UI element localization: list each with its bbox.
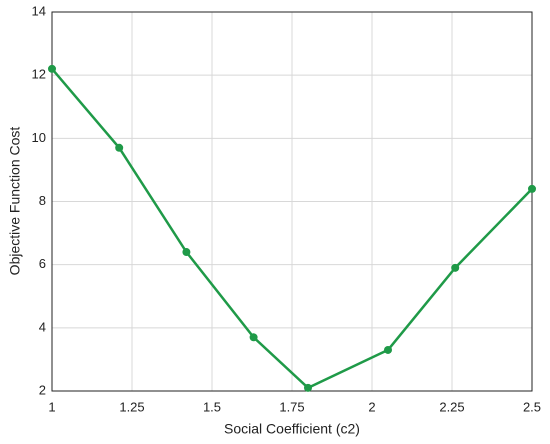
plot-frame: [51, 11, 533, 392]
x-tick-label: 1: [48, 399, 55, 414]
data-point: [528, 184, 536, 193]
y-tick-label: 12: [32, 67, 46, 82]
y-tick-label: 14: [32, 3, 46, 18]
data-point: [182, 248, 191, 257]
x-axis-label: Social Coefficient (c2): [224, 421, 360, 437]
data-point: [249, 333, 258, 342]
y-tick-label: 6: [39, 256, 46, 271]
x-tick-label: 2: [368, 399, 375, 414]
data-point: [48, 64, 56, 73]
y-tick-label: 8: [39, 193, 46, 208]
x-tick-label: 1.75: [279, 399, 304, 414]
data-line: [51, 68, 533, 390]
x-tick-label: 1.25: [119, 399, 144, 414]
x-tick-label: 1.5: [203, 399, 221, 414]
data-point: [304, 383, 312, 392]
y-axis-label: Objective Function Cost: [7, 127, 23, 276]
x-tick-label: 2.25: [439, 399, 464, 414]
y-tick-label: 4: [39, 319, 46, 334]
y-tick-label: 10: [32, 130, 46, 145]
data-point: [115, 143, 124, 152]
data-point: [384, 345, 392, 354]
x-tick-label: 2.5: [523, 399, 541, 414]
y-tick-label: 2: [39, 382, 46, 397]
data-point: [451, 263, 460, 272]
